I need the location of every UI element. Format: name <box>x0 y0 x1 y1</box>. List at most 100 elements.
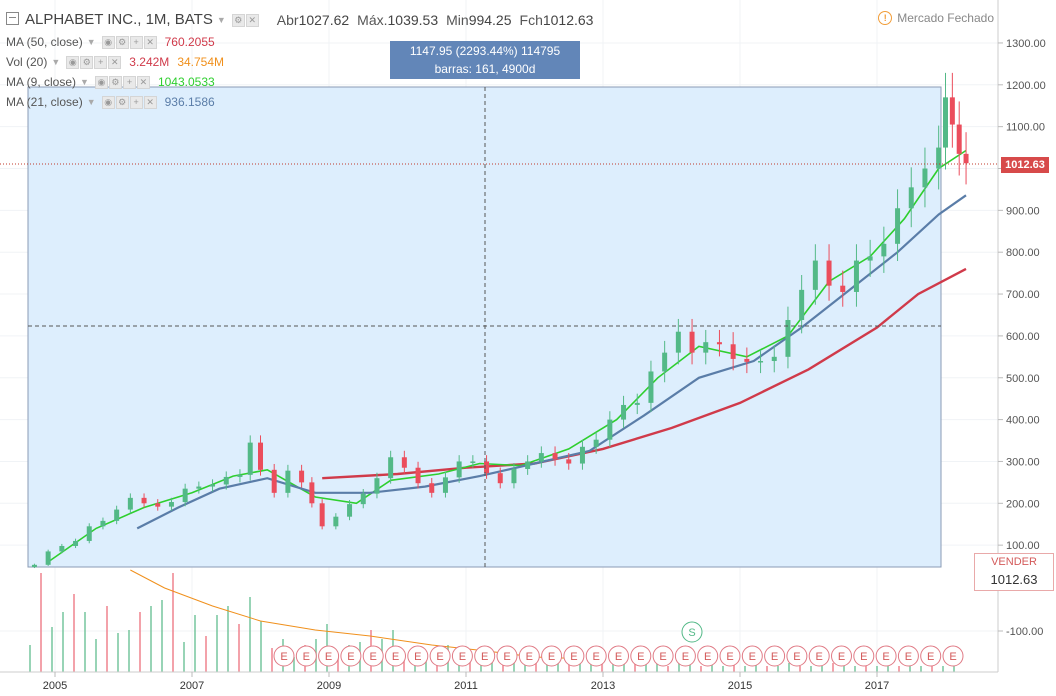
time-tick-label: 2015 <box>728 680 752 692</box>
price-tick-label: 800.00 <box>1006 247 1040 259</box>
earnings-marker-circle <box>786 645 808 667</box>
earnings-marker-circle <box>340 645 362 667</box>
sell-button[interactable]: VENDER 1012.63 <box>974 553 1054 591</box>
earnings-marker: E <box>451 645 473 667</box>
collapse-icon[interactable] <box>6 12 19 25</box>
earnings-marker-label: E <box>414 651 421 663</box>
candle-body <box>333 516 339 527</box>
earnings-marker-circle <box>496 645 518 667</box>
close-icon[interactable]: ✕ <box>143 95 157 109</box>
earnings-marker-label: E <box>570 651 577 663</box>
earnings-marker-circle <box>674 645 696 667</box>
candle-body <box>442 477 448 493</box>
close-icon[interactable]: ✕ <box>108 55 122 69</box>
eye-icon[interactable]: ◉ <box>101 35 115 49</box>
earnings-marker: E <box>362 645 384 667</box>
earnings-marker: E <box>563 645 585 667</box>
settings-icon[interactable]: ⚙ <box>231 13 245 27</box>
indicator-value: 760.2055 <box>164 35 215 49</box>
add-icon[interactable]: + <box>94 55 108 69</box>
add-icon[interactable]: + <box>122 75 136 89</box>
ohlc-value: 994.25 <box>468 12 512 28</box>
earnings-marker-circle <box>652 645 674 667</box>
settings-icon[interactable]: ⚙ <box>115 35 129 49</box>
earnings-marker: E <box>897 645 919 667</box>
indicator-tools: ◉ ⚙ + ✕ <box>101 35 157 49</box>
earnings-marker: E <box>853 645 875 667</box>
earnings-marker-label: E <box>682 651 689 663</box>
indicator-label: Vol (20) <box>6 55 48 69</box>
candle-body <box>675 331 681 353</box>
volume-ma-line <box>130 569 576 659</box>
indicator-value: 34.754M <box>177 55 225 69</box>
info-icon[interactable]: ! <box>878 11 893 25</box>
indicator-value: 936.1586 <box>164 95 215 109</box>
earnings-marker: E <box>920 645 942 667</box>
close-icon[interactable]: ✕ <box>245 13 259 27</box>
candle-body <box>223 476 229 485</box>
earnings-marker-label: E <box>771 651 778 663</box>
close-icon[interactable]: ✕ <box>136 75 150 89</box>
candle-body <box>319 503 325 527</box>
earnings-marker: E <box>541 645 563 667</box>
chevron-down-icon[interactable]: ▼ <box>216 15 226 25</box>
indicator-legend[interactable]: MA (21, close) ▼ ◉ ⚙ + ✕ 936.1586 <box>6 92 223 112</box>
candle-body <box>247 442 253 475</box>
earnings-marker-label: E <box>481 651 488 663</box>
settings-icon[interactable]: ⚙ <box>108 75 122 89</box>
chevron-down-icon[interactable]: ▼ <box>51 57 61 67</box>
candle-body <box>271 469 277 493</box>
eye-icon[interactable]: ◉ <box>101 95 115 109</box>
price-tick-label: 100.00 <box>1006 540 1040 552</box>
earnings-marker-label: E <box>637 651 644 663</box>
earnings-marker: E <box>474 645 496 667</box>
indicator-legend[interactable]: MA (50, close) ▼ ◉ ⚙ + ✕ 760.2055 <box>6 32 223 52</box>
earnings-marker: E <box>318 645 340 667</box>
earnings-marker-label: E <box>659 651 666 663</box>
add-icon[interactable]: + <box>129 35 143 49</box>
earnings-marker-label: E <box>816 651 823 663</box>
ohlc-key: Abr <box>276 12 299 28</box>
settings-icon[interactable]: ⚙ <box>115 95 129 109</box>
price-tick-label: 700.00 <box>1006 289 1040 301</box>
earnings-marker-label: E <box>704 651 711 663</box>
earnings-marker: E <box>831 645 852 667</box>
earnings-marker-label: E <box>392 651 399 663</box>
eye-icon[interactable]: ◉ <box>94 75 108 89</box>
close-icon[interactable]: ✕ <box>143 35 157 49</box>
indicator-legend[interactable]: Vol (20) ▼ ◉ ⚙ + ✕ 3.242M 34.754M <box>6 52 232 72</box>
earnings-marker-circle <box>541 645 563 667</box>
earnings-marker: E <box>674 645 696 667</box>
earnings-marker: E <box>875 645 897 667</box>
candle-body <box>566 459 572 464</box>
indicator-value: 1043.0533 <box>157 75 215 89</box>
earnings-marker-circle <box>385 645 406 667</box>
earnings-marker-circle <box>853 645 875 667</box>
candle-body <box>963 153 969 164</box>
candle-body <box>285 470 291 493</box>
candle-body <box>45 551 51 565</box>
dividend-marker-circle <box>681 621 703 643</box>
eye-icon[interactable]: ◉ <box>66 55 80 69</box>
measure-tooltip-line1: 1147.95 (2293.44%) 114795 <box>409 44 561 58</box>
add-icon[interactable]: + <box>129 95 143 109</box>
indicator-legend[interactable]: MA (9, close) ▼ ◉ ⚙ + ✕ 1043.0533 <box>6 72 223 92</box>
chevron-down-icon[interactable]: ▼ <box>86 37 96 47</box>
earnings-marker-circle <box>920 645 942 667</box>
earnings-marker: E <box>608 645 629 667</box>
earnings-marker-circle <box>608 645 629 667</box>
chevron-down-icon[interactable]: ▼ <box>86 97 96 107</box>
earnings-marker-circle <box>764 645 786 667</box>
candle-body <box>127 497 133 510</box>
event-markers: S E E E E E E E E E E E E E E E E E E E E E E E E E E E E E E E <box>273 621 964 667</box>
earnings-marker-label: E <box>905 651 912 663</box>
earnings-marker: E <box>496 645 518 667</box>
candle-body <box>648 371 654 403</box>
ohlc-key: Fch <box>519 12 543 28</box>
settings-icon[interactable]: ⚙ <box>80 55 94 69</box>
candle-body <box>100 520 106 527</box>
time-tick-label: 2011 <box>454 680 478 692</box>
indicator-tools: ◉ ⚙ + ✕ <box>101 95 157 109</box>
chevron-down-icon[interactable]: ▼ <box>80 77 89 87</box>
